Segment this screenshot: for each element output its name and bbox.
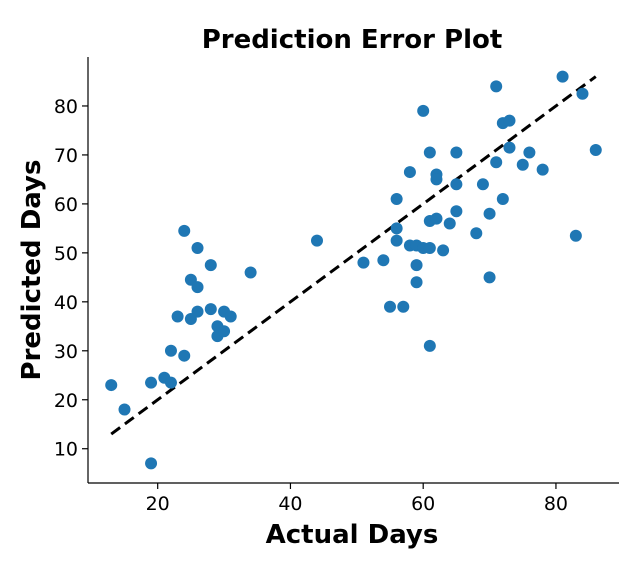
data-point (536, 163, 549, 176)
data-point (390, 234, 403, 247)
data-point (490, 156, 503, 169)
ideal-fit-reference-line (110, 75, 597, 436)
x-axis-label: Actual Days (266, 520, 439, 550)
data-point (204, 303, 217, 316)
y-tick-label: 20 (54, 390, 78, 412)
data-point (470, 227, 483, 240)
y-tick-label: 50 (54, 243, 78, 265)
x-tick-label: 20 (146, 493, 170, 515)
data-point (483, 271, 496, 284)
data-point (576, 87, 589, 100)
data-point (490, 80, 503, 93)
data-point (191, 281, 204, 294)
data-point (164, 344, 177, 357)
chart-title: Prediction Error Plot (202, 25, 503, 55)
data-point (403, 166, 416, 179)
y-tick-label: 60 (54, 194, 78, 216)
x-axis-ticks: 20 40 60 80 (146, 483, 568, 515)
y-axis-label: Predicted Days (17, 160, 47, 381)
data-point (397, 300, 410, 313)
x-tick-label: 80 (544, 493, 568, 515)
data-point (244, 266, 257, 279)
data-point (589, 144, 602, 157)
data-point (384, 300, 397, 313)
data-point (423, 241, 436, 254)
data-point (377, 254, 390, 267)
y-tick-label: 80 (54, 96, 78, 118)
data-point (443, 217, 456, 230)
data-point (417, 104, 430, 117)
data-point (450, 205, 463, 218)
data-point (516, 158, 529, 171)
data-point (503, 141, 516, 154)
x-tick-label: 60 (411, 493, 435, 515)
data-point (218, 325, 231, 338)
data-point (191, 241, 204, 254)
data-point (556, 70, 569, 83)
data-point (423, 339, 436, 352)
data-point (224, 310, 237, 323)
data-point (450, 178, 463, 191)
data-point (164, 376, 177, 389)
data-point (145, 376, 158, 389)
data-point (410, 259, 423, 272)
y-tick-label: 10 (54, 439, 78, 461)
data-point (496, 193, 509, 205)
data-point (178, 349, 191, 362)
data-point (569, 229, 582, 242)
data-point (476, 178, 489, 191)
data-point (390, 222, 403, 235)
data-point (357, 256, 370, 269)
data-point (430, 212, 443, 225)
plot-area: 10 20 30 40 50 60 70 80 20 40 60 80 (54, 57, 619, 515)
data-point (204, 259, 217, 272)
data-point (171, 310, 184, 323)
data-point (423, 146, 436, 159)
data-point (178, 224, 191, 237)
y-tick-label: 30 (54, 341, 78, 363)
data-point (503, 114, 516, 127)
data-point (450, 146, 463, 159)
data-points (105, 70, 602, 470)
x-tick-label: 40 (278, 493, 302, 515)
data-point (118, 403, 131, 416)
data-point (310, 234, 323, 247)
data-point (410, 276, 423, 289)
y-tick-label: 70 (54, 145, 78, 167)
data-point (191, 305, 204, 318)
data-point (437, 244, 450, 257)
data-point (145, 457, 158, 470)
data-point (523, 146, 536, 159)
y-axis-ticks: 10 20 30 40 50 60 70 80 (54, 96, 88, 461)
data-point (105, 379, 118, 392)
y-tick-label: 40 (54, 292, 78, 314)
data-point (430, 173, 443, 186)
data-point (390, 193, 403, 205)
data-point (483, 207, 496, 220)
